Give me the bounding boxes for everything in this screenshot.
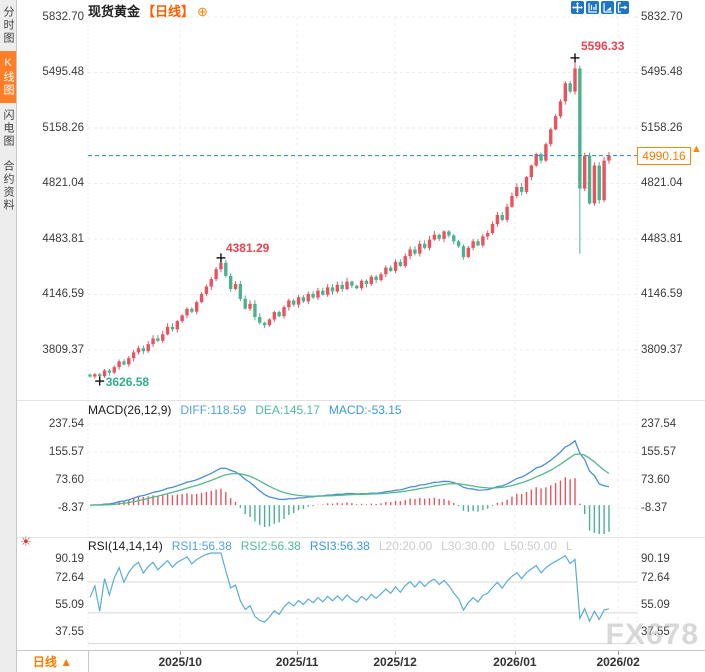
y-axis-label: 73.60 (55, 474, 84, 486)
rsi-l-truncated: L (566, 539, 573, 553)
rsi-l30-value: L30:30.00 (441, 539, 495, 553)
annotation-low-price: 3626.58 (105, 375, 150, 390)
y-axis-label: 5832.70 (641, 11, 683, 23)
y-axis-label: 5832.70 (42, 11, 84, 23)
y-axis-label: 5495.48 (42, 66, 84, 79)
price-axis-scale-icon[interactable] (586, 1, 599, 14)
chart-type-sidebar: 分时图 K线图 闪电图 合约资料 (0, 0, 17, 672)
period-selector-button[interactable]: 日线 ▲ (17, 651, 89, 672)
y-axis-label: 72.64 (641, 572, 670, 584)
x-axis-tick (395, 651, 397, 655)
sidebar-tab-contract-info[interactable]: 合约资料 (2, 160, 14, 212)
x-axis-tick (180, 651, 182, 655)
macd-hist-value: MACD:-53.15 (328, 403, 402, 417)
pan-crosshair-icon[interactable] (571, 1, 584, 14)
x-axis-date-label: 2025/12 (373, 655, 417, 669)
current-price-tag: 4990.16 (637, 147, 691, 165)
y-axis-label: 5158.26 (42, 121, 84, 134)
symbol-name: 现货黄金 (88, 4, 141, 19)
chart-toolbar (571, 1, 629, 14)
x-axis-tick (618, 651, 620, 655)
rsi-title: RSI(14,14,14) (88, 539, 163, 553)
period-tag: 【日线】 (142, 4, 195, 19)
y-axis-label: 237.54 (641, 418, 677, 430)
y-axis-label: 4146.59 (42, 288, 84, 301)
y-axis-label: 73.60 (641, 474, 670, 486)
y-axis-label: 55.09 (55, 599, 84, 611)
rsi-l20-value: L20:20.00 (378, 539, 433, 553)
y-axis-label: 155.57 (641, 446, 677, 458)
y-axis-label: 4483.81 (641, 232, 683, 245)
macd-title: MACD(26,12,9) (88, 403, 172, 417)
x-axis-tick (297, 651, 299, 655)
y-axis-label: -8.37 (641, 502, 668, 514)
y-axis-label: 5495.48 (641, 66, 683, 79)
add-indicator-icon[interactable]: ⊕ (197, 4, 208, 19)
y-axis-label: 237.54 (48, 418, 84, 430)
rsi3-value: RSI3:56.38 (309, 539, 370, 553)
y-axis-label: 90.19 (641, 553, 670, 565)
y-axis-label: 37.55 (641, 625, 670, 638)
y-axis-label: 3809.37 (641, 343, 683, 356)
annotation-high-price: 5596.33 (581, 38, 625, 53)
x-axis-date-label: 2025/10 (158, 655, 202, 669)
y-axis-label: 4146.59 (641, 288, 683, 301)
rsi2-value: RSI2:56.38 (240, 539, 301, 553)
y-axis-label: 4821.04 (42, 177, 84, 190)
y-axis-label: 4821.04 (641, 177, 683, 190)
price-up-arrow-icon: ▲ (691, 143, 702, 155)
x-axis-tick (514, 651, 516, 655)
rsi1-value: RSI1:56.38 (171, 539, 232, 553)
x-axis-date-label: 2025/11 (275, 655, 319, 669)
macd-header: MACD(26,12,9) DIFF:118.59 DEA:145.17 MACD:-… (88, 403, 402, 417)
y-axis-label: 55.09 (641, 599, 670, 611)
sidebar-tab-kline[interactable]: K线图 (0, 51, 16, 103)
rsi-l50-value: L50:50.00 (503, 539, 558, 553)
rsi-header: RSI(14,14,14) RSI1:56.38 RSI2:56.38 RSI3:56… (88, 539, 573, 553)
annotation-swing-high-price: 4381.29 (225, 240, 270, 255)
pop-out-icon[interactable] (616, 1, 629, 14)
time-axis-scale-icon[interactable] (601, 1, 614, 14)
chart-title: 现货黄金 【日线】 ⊕ (88, 1, 208, 20)
x-axis-date-label: 2026/01 (493, 655, 537, 669)
y-axis-label: 4483.81 (42, 232, 84, 245)
y-axis-label: 37.55 (55, 625, 84, 638)
y-axis-label: 90.19 (55, 553, 84, 565)
watermark-logo: FX678 (605, 618, 699, 651)
x-axis-date-label: 2026/02 (596, 655, 640, 669)
live-sun-icon: ☀ (20, 534, 32, 549)
macd-dea-value: DEA:145.17 (255, 403, 320, 417)
y-axis-label: 3809.37 (42, 343, 84, 356)
sidebar-tab-lightning[interactable]: 闪电图 (2, 109, 14, 148)
macd-diff-value: DIFF:118.59 (180, 403, 247, 417)
y-axis-label: 72.64 (55, 572, 84, 584)
y-axis-label: 5158.26 (641, 121, 683, 134)
y-axis-label: -8.37 (57, 502, 84, 514)
time-axis-bar: 日线 ▲ 2025/10 2025/11 2025/12 2026/01 2026/02 (17, 650, 705, 672)
y-axis-label: 155.57 (48, 446, 84, 458)
sidebar-tab-timeshare[interactable]: 分时图 (2, 6, 14, 45)
